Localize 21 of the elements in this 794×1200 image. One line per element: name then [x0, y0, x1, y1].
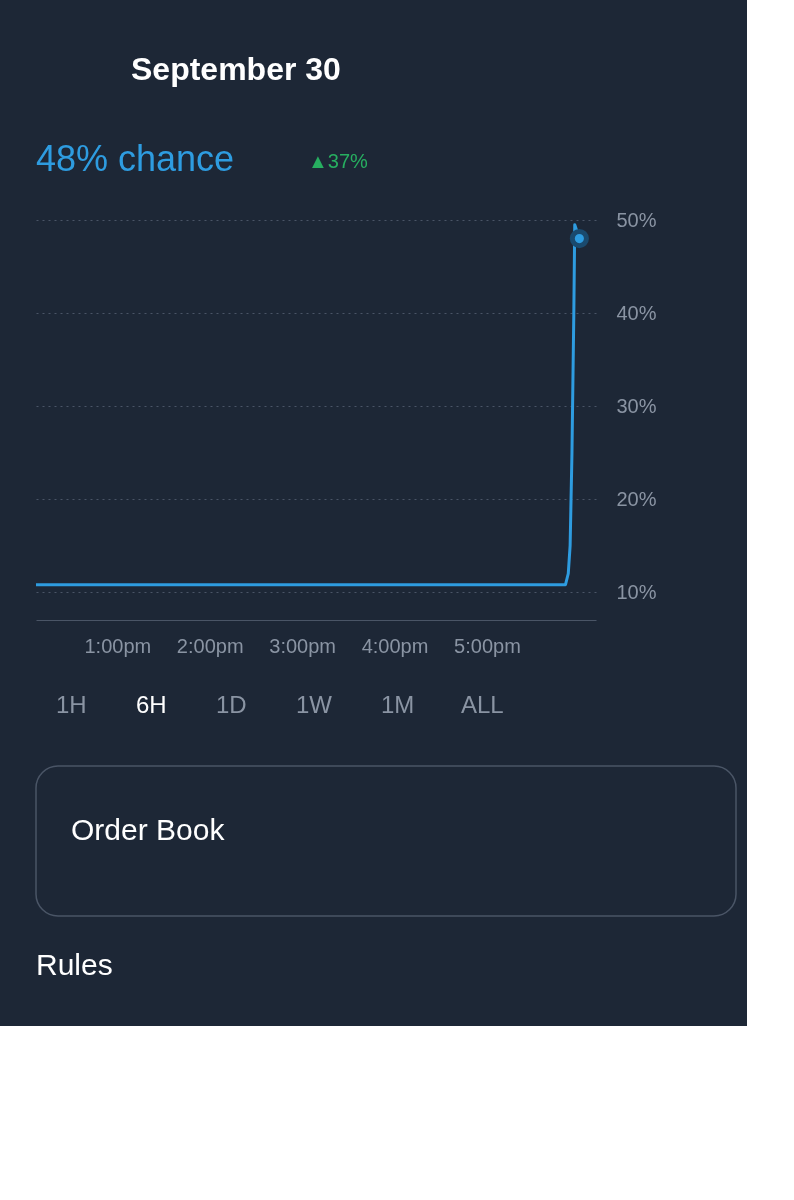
- text: 1M: [381, 691, 415, 718]
- y-tick-label: 10%: [616, 580, 657, 603]
- x-tick-label: 5:00pm: [454, 634, 521, 657]
- x-tick-label: 4:00pm: [361, 634, 429, 657]
- x-tick-label: 1:00pm: [84, 634, 152, 657]
- x-tick-label: 3:00pm: [269, 634, 336, 657]
- text: 6H: [136, 691, 167, 718]
- text: ALL: [461, 691, 504, 718]
- text: 1H: [56, 691, 87, 718]
- y-tick-label: 40%: [616, 301, 657, 324]
- text: Rules: [36, 948, 113, 981]
- text: Order Book: [71, 813, 226, 846]
- text: ▲37%: [308, 150, 369, 172]
- text: 1D: [216, 691, 247, 718]
- chart-subtitle: 48% chance: [36, 138, 235, 179]
- x-tick-label: 2:00pm: [176, 634, 244, 657]
- text: 1W: [296, 691, 333, 718]
- y-tick-label: 20%: [616, 487, 657, 510]
- y-tick-label: 50%: [616, 208, 657, 231]
- chart-title: September 30: [131, 51, 341, 87]
- y-tick-label: 30%: [616, 394, 657, 417]
